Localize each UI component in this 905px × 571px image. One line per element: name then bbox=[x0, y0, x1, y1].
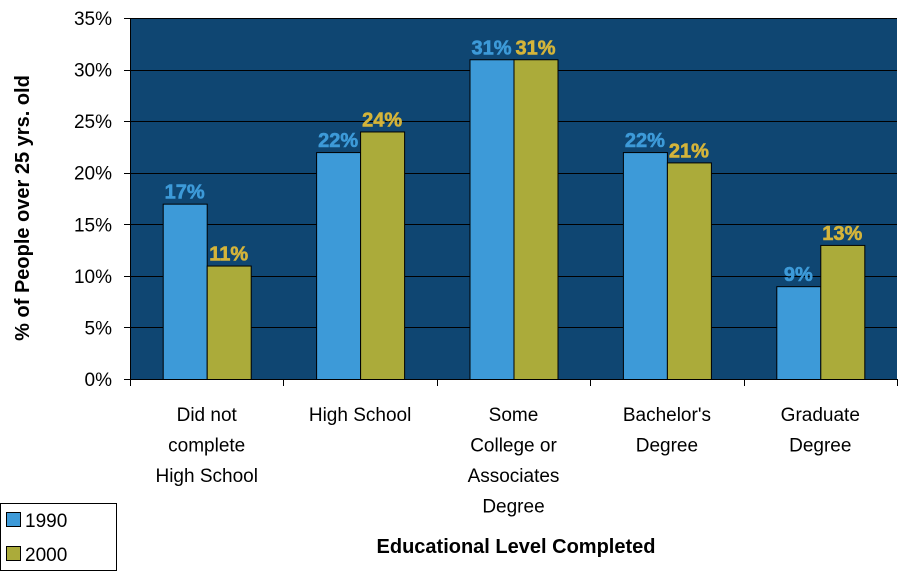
bar-2000 bbox=[820, 244, 866, 380]
y-tick-labels: 0% 5% 10% 15% 20% 25% 30% 35% bbox=[74, 9, 112, 391]
bar-2000 bbox=[206, 265, 252, 380]
data-label-2000: 13% bbox=[822, 223, 862, 245]
y-tick-label: 35% bbox=[74, 9, 112, 30]
y-axis-title: % of People over 25 yrs. old bbox=[12, 75, 34, 341]
bar-2000 bbox=[666, 162, 712, 380]
data-label-1990: 17% bbox=[165, 182, 205, 204]
legend-swatch-2000 bbox=[6, 546, 21, 561]
data-label-1990: 22% bbox=[625, 130, 665, 152]
y-tick-label: 10% bbox=[74, 267, 112, 288]
bar-1990 bbox=[469, 59, 515, 380]
bar-1990 bbox=[162, 203, 208, 380]
legend-label-2000: 2000 bbox=[25, 545, 67, 566]
y-tick-label: 5% bbox=[85, 318, 113, 339]
x-category-label: Graduate Degree bbox=[781, 405, 860, 457]
x-category-label: Some College or Associates Degree bbox=[468, 405, 560, 518]
y-tick-label: 15% bbox=[74, 215, 112, 236]
data-label-2000: 24% bbox=[362, 109, 402, 131]
data-label-1990: 22% bbox=[318, 130, 358, 152]
x-axis-title: Educational Level Completed bbox=[377, 536, 656, 558]
data-label-2000: 21% bbox=[669, 140, 709, 162]
data-label-1990: 31% bbox=[471, 37, 511, 59]
y-tick-label: 20% bbox=[74, 164, 112, 185]
legend-label-1990: 1990 bbox=[25, 511, 67, 532]
data-label-2000: 31% bbox=[515, 37, 555, 59]
y-tick-label: 30% bbox=[74, 61, 112, 82]
bar-1990 bbox=[776, 286, 822, 380]
x-category-labels: Did not complete High School High School Som… bbox=[155, 405, 859, 518]
x-category-label: Bachelor's Degree bbox=[623, 405, 711, 457]
y-tick-label: 25% bbox=[74, 112, 112, 133]
x-category-label: High School bbox=[309, 405, 411, 426]
bar-1990 bbox=[316, 152, 362, 380]
data-labels: 17% 22% 31% 22% 9% 11% 24% 31% 21% 13% bbox=[164, 37, 862, 287]
bar-2000 bbox=[513, 59, 559, 380]
legend-swatch-1990 bbox=[6, 512, 21, 527]
axes bbox=[124, 18, 898, 386]
x-category-label: Did not complete High School bbox=[155, 405, 257, 487]
bar-2000 bbox=[360, 131, 406, 380]
legend: 1990 2000 bbox=[0, 503, 117, 571]
data-label-2000: 11% bbox=[209, 244, 248, 266]
bar-1990 bbox=[622, 152, 668, 380]
data-label-1990: 9% bbox=[784, 264, 813, 286]
y-tick-label: 0% bbox=[85, 370, 113, 391]
